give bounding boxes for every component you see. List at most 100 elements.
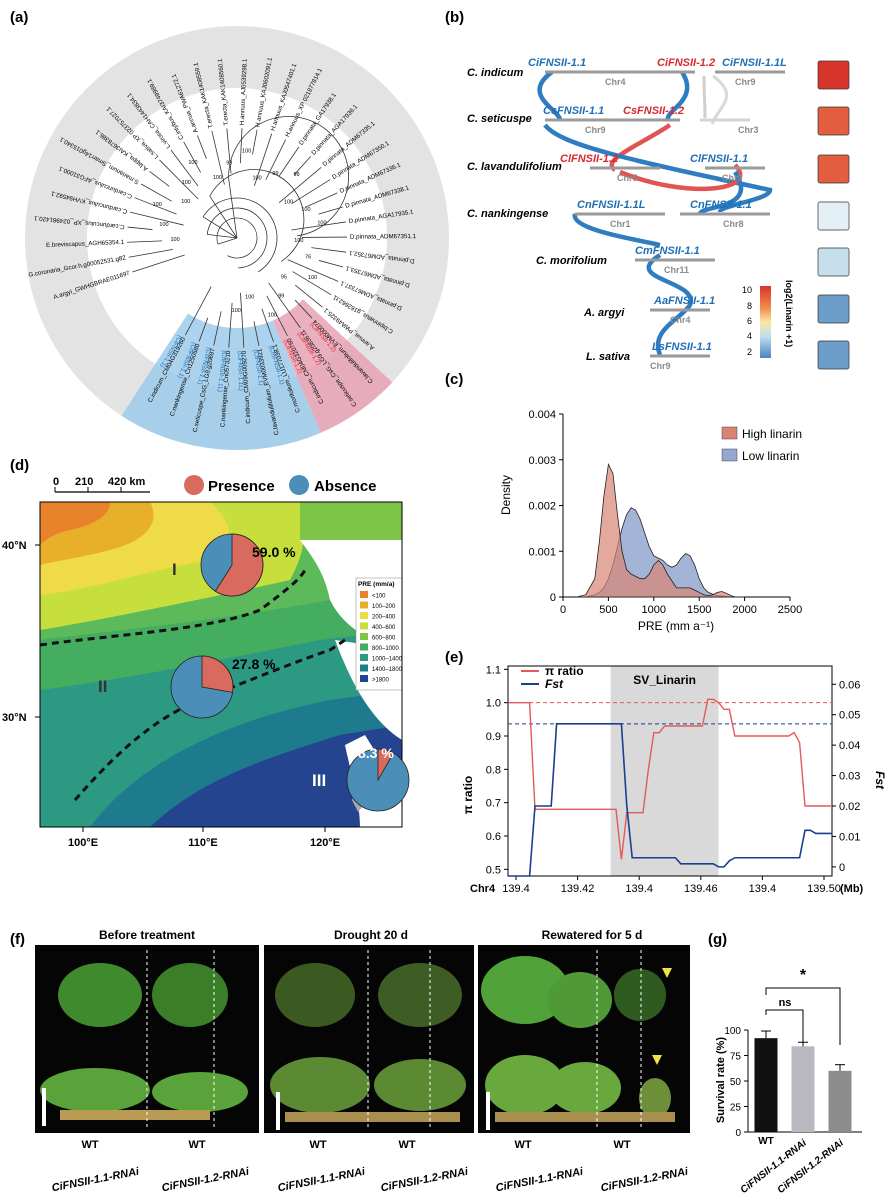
tree-branch [149, 171, 170, 187]
scale-bar-before [42, 1088, 46, 1126]
e-ytick-left-label: 1.1 [486, 664, 501, 676]
e-ytick-left-label: 0.5 [486, 864, 501, 876]
legend-presence-dot [184, 475, 204, 495]
e-xtick-label: 139.50 [807, 883, 841, 895]
map-zone-lt100 [40, 502, 110, 545]
scale-label-420: 420 km [108, 476, 146, 488]
photo-rewatered [478, 945, 690, 1133]
e-ytick-right-label: 0.05 [839, 710, 860, 722]
f-title-rewatered: Rewatered for 5 d [542, 928, 643, 942]
heat-square-4 [817, 247, 850, 277]
link-ci-cs-11l [665, 70, 690, 121]
genotype-labels: WT WT WT WT WT WT [81, 1139, 630, 1151]
species-c-nankingense: C. nankingense [467, 208, 548, 220]
tree-branch [291, 179, 331, 204]
legend-absence-label: Absence [314, 478, 377, 495]
panel-c-label: (c) [445, 371, 463, 388]
gene-cifnsii-1-1: CiFNSII-1.1 [528, 57, 586, 69]
e-xtick-label: 139.4 [749, 883, 777, 895]
species-labels: C. indicum C. seticuspe C. lavandulifoli… [467, 67, 630, 363]
tree-branch [183, 141, 201, 173]
bootstrap-value: 93 [226, 160, 232, 166]
red-clade-sector [272, 299, 393, 433]
link-cs-cl-11 [543, 123, 773, 215]
lon-label-120: 120°E [310, 837, 340, 849]
gene-csfnsii-1-2: CsFNSII-1.2 [623, 105, 684, 117]
pre-class-label: 1000–1400 [372, 657, 403, 663]
e-ytick-right-label: 0.06 [839, 679, 860, 691]
tree-internal-branch [207, 233, 238, 239]
photo-drought [264, 945, 474, 1133]
g-y-tick-label: 75 [730, 1052, 742, 1063]
plant-top-rnai12-rewater [614, 969, 666, 1021]
c-y-tick-label: 0.001 [528, 546, 556, 558]
heat-square-2 [817, 154, 850, 184]
g-ylabel: Survival rate (%) [715, 1037, 727, 1124]
panel-b: (b) C. [445, 9, 850, 371]
species-c-lavandulifolium: C. lavandulifolium [467, 161, 562, 173]
bootstrap-value: 100 [153, 202, 162, 208]
c-y-tick-label: 0.003 [528, 455, 556, 467]
species-c-seticuspe: C. seticuspe [467, 113, 532, 125]
g-y-tick-label: 100 [724, 1026, 741, 1037]
legend-low-label: Low linarin [742, 449, 799, 463]
pie-presence-2 [201, 655, 234, 693]
scale-label-210: 210 [75, 476, 93, 488]
fst-line [508, 723, 832, 877]
tree-internal-arc [202, 197, 278, 273]
blue-gene-label: (CiFNSII-1.1L) [236, 351, 244, 391]
chr-label-cn-chr8: Chr8 [723, 219, 744, 229]
panel-f-label: (f) [10, 931, 25, 948]
tree-branch [197, 135, 207, 159]
tree-branch [292, 271, 332, 296]
e-xtick-label: 139.4 [625, 883, 653, 895]
gene-labels: CiFNSII-1.1 CiFNSII-1.2 CiFNSII-1.1L CsF… [528, 57, 787, 353]
panel-e: (e) SV_Linarin 0.5 0.6 0.7 0.8 0.9 1.0 1.1 0 0.0… [445, 649, 887, 895]
chr-label-cs-chr9: Chr9 [585, 125, 606, 135]
plant-top-rnai11-rewater [548, 972, 612, 1028]
g-category-label-2: CiFNSII-1.2-RNAi [776, 1138, 846, 1196]
plant-top-wt-before [58, 963, 142, 1027]
survival-bar-1 [791, 1046, 815, 1132]
e-chrom-label: Chr4 [470, 883, 496, 895]
c-x-tick-label: 500 [599, 604, 617, 616]
e-ytick-right-label: 0.01 [839, 831, 860, 843]
pre-class-label: 100–200 [372, 604, 396, 610]
bootstrap-value: 100 [268, 312, 277, 318]
tree-branch [134, 197, 177, 215]
link-ci-cs-11 [537, 70, 563, 121]
lat-label-30: 30°N [2, 712, 27, 724]
label-rnai11-1: CiFNSII-1.1-RNAi [51, 1166, 141, 1195]
e-xtick-label: 139.46 [684, 883, 718, 895]
e-ytick-right-label: 0.03 [839, 771, 860, 783]
gene-cmfnsii-1-1: CmFNSII-1.1 [635, 245, 700, 257]
bootstrap-value: 100 [294, 238, 303, 244]
linarin-heatmap [817, 60, 850, 370]
e-ytick-left-label: 0.7 [486, 798, 501, 810]
tree-branch [228, 302, 233, 348]
tree-internal-arc [216, 217, 258, 259]
tree-branch [240, 292, 245, 348]
pre-class-label: 400–600 [372, 625, 396, 631]
tree-branch [128, 249, 174, 258]
tree-branch [311, 247, 347, 253]
g-y-tick-label: 0 [735, 1128, 741, 1139]
sv-linarin-label: SV_Linarin [633, 673, 696, 687]
chr-label-ls-chr9: Chr9 [650, 361, 671, 371]
panel-b-label: (b) [445, 9, 464, 26]
panel-d-label: (d) [10, 457, 29, 474]
pots-drought [285, 1112, 460, 1122]
bootstrap-value: 100 [242, 149, 251, 155]
plant-side-rnai11-rewater [549, 1062, 621, 1114]
heat-legend-ticks: 10 8 6 4 2 [742, 285, 752, 357]
tree-branch [253, 133, 273, 186]
label-wt-4: WT [398, 1139, 415, 1151]
plant-side-wt-drought [270, 1057, 370, 1113]
density-ylabel: Density [499, 475, 513, 515]
legend-high-swatch [721, 426, 738, 440]
gene-cifnsii-1-1l: CiFNSII-1.1L [722, 57, 787, 69]
pie-presence-1 [214, 533, 264, 597]
tree-branch [265, 139, 287, 180]
legend-fst-label: Fst [545, 677, 564, 691]
